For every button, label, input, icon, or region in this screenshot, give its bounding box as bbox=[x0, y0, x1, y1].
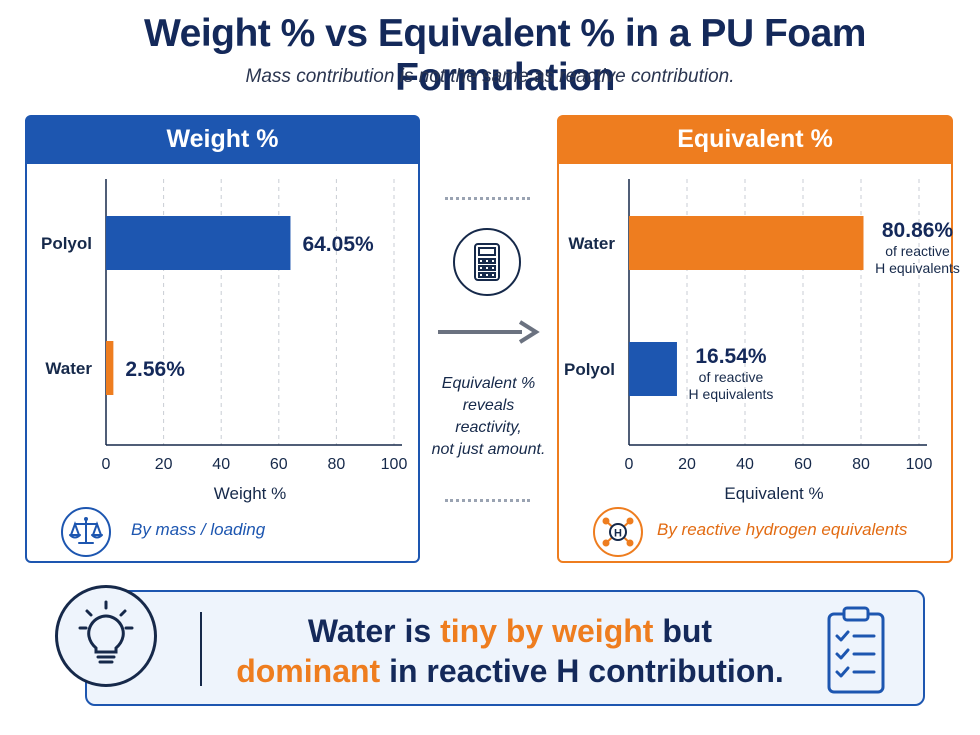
value-sub-label: of reactive bbox=[885, 243, 950, 259]
x-tick-label: 80 bbox=[852, 456, 870, 473]
bar bbox=[629, 342, 677, 396]
page-title: Weight % vs Equivalent % in a PU Foam Fo… bbox=[144, 12, 866, 99]
weight-panel-footer: By mass / loading bbox=[27, 507, 418, 557]
checklist-clipboard-icon bbox=[824, 604, 888, 696]
category-label: Polyol bbox=[41, 234, 92, 253]
equivalent-panel: Equivalent % 0 20 40 60 80 100 Equivalent % Wat… bbox=[557, 115, 960, 563]
weight-panel: Weight % 0 20 40 60 80 100 Weight % Polyol 64.05… bbox=[25, 115, 420, 563]
value-sub-label: H equivalents bbox=[875, 260, 960, 276]
middle-note-line: reactivity, bbox=[455, 419, 522, 436]
x-axis-title: Equivalent % bbox=[724, 484, 823, 503]
equivalent-footer-text: By reactive hydrogen equivalents bbox=[657, 520, 908, 539]
bar bbox=[106, 341, 114, 395]
value-label: 64.05% bbox=[302, 233, 374, 256]
divider-dots-top bbox=[445, 197, 530, 200]
x-tick-label: 100 bbox=[381, 456, 408, 473]
page-subtitle: Mass contribution is not the same as rea… bbox=[245, 66, 735, 87]
takeaway-line-1: Water is tiny by weight but bbox=[230, 611, 790, 651]
x-tick-label: 0 bbox=[102, 456, 111, 473]
x-tick-label: 40 bbox=[736, 456, 754, 473]
takeaway-part: but bbox=[653, 613, 713, 649]
middle-note-line: Equivalent % bbox=[441, 375, 536, 392]
takeaway-banner bbox=[85, 590, 925, 706]
weight-panel-header: Weight % bbox=[27, 117, 418, 164]
category-label: Water bbox=[45, 359, 92, 378]
x-tick-label: 80 bbox=[328, 456, 346, 473]
molecule-h-icon: H bbox=[593, 507, 643, 557]
middle-note-line: not just amount. bbox=[431, 441, 546, 458]
calculator-icon bbox=[453, 228, 521, 296]
value-label: 2.56% bbox=[125, 358, 185, 381]
lightbulb-icon bbox=[55, 585, 157, 687]
takeaway-part: in reactive H contribution. bbox=[380, 653, 784, 689]
takeaway-highlight: tiny by weight bbox=[440, 613, 654, 649]
x-tick-label: 40 bbox=[212, 456, 230, 473]
x-tick-label: 20 bbox=[155, 456, 173, 473]
x-tick-label: 60 bbox=[270, 456, 288, 473]
weight-footer-text: By mass / loading bbox=[131, 520, 266, 539]
takeaway-part: Water is bbox=[307, 613, 441, 649]
bar bbox=[106, 216, 291, 270]
takeaway-text: Water is tiny by weight but dominant in … bbox=[230, 611, 790, 691]
arrow-right-icon bbox=[438, 320, 540, 344]
takeaway-line-2: dominant in reactive H contribution. bbox=[230, 651, 790, 691]
x-tick-label: 60 bbox=[794, 456, 812, 473]
value-label: 16.54% bbox=[695, 345, 767, 368]
value-label: 80.86% bbox=[882, 219, 954, 242]
middle-connector: Equivalent % reveals reactivity, not jus… bbox=[420, 115, 557, 563]
x-tick-label: 100 bbox=[906, 456, 933, 473]
takeaway-highlight: dominant bbox=[236, 653, 381, 689]
balance-scale-icon bbox=[61, 507, 111, 557]
middle-note: Equivalent % reveals reactivity, not jus… bbox=[420, 373, 557, 461]
bar bbox=[629, 216, 864, 270]
svg-text:H: H bbox=[614, 528, 622, 540]
category-label: Polyol bbox=[564, 360, 615, 379]
value-sub-label: of reactive bbox=[699, 369, 764, 385]
value-sub-label: H equivalents bbox=[689, 386, 774, 402]
category-label: Water bbox=[568, 234, 615, 253]
x-axis-title: Weight % bbox=[214, 484, 286, 503]
x-tick-label: 0 bbox=[625, 456, 634, 473]
banner-divider bbox=[200, 612, 202, 686]
divider-dots-bottom bbox=[445, 499, 530, 502]
equivalent-panel-footer: H By reactive hydrogen equivalents bbox=[559, 507, 951, 557]
middle-note-line: reveals bbox=[462, 397, 515, 414]
weight-chart: 0 20 40 60 80 100 Weight % Polyol 64.05% Water 2.5… bbox=[41, 179, 408, 503]
equivalent-panel-header: Equivalent % bbox=[559, 117, 951, 164]
x-tick-label: 20 bbox=[678, 456, 696, 473]
